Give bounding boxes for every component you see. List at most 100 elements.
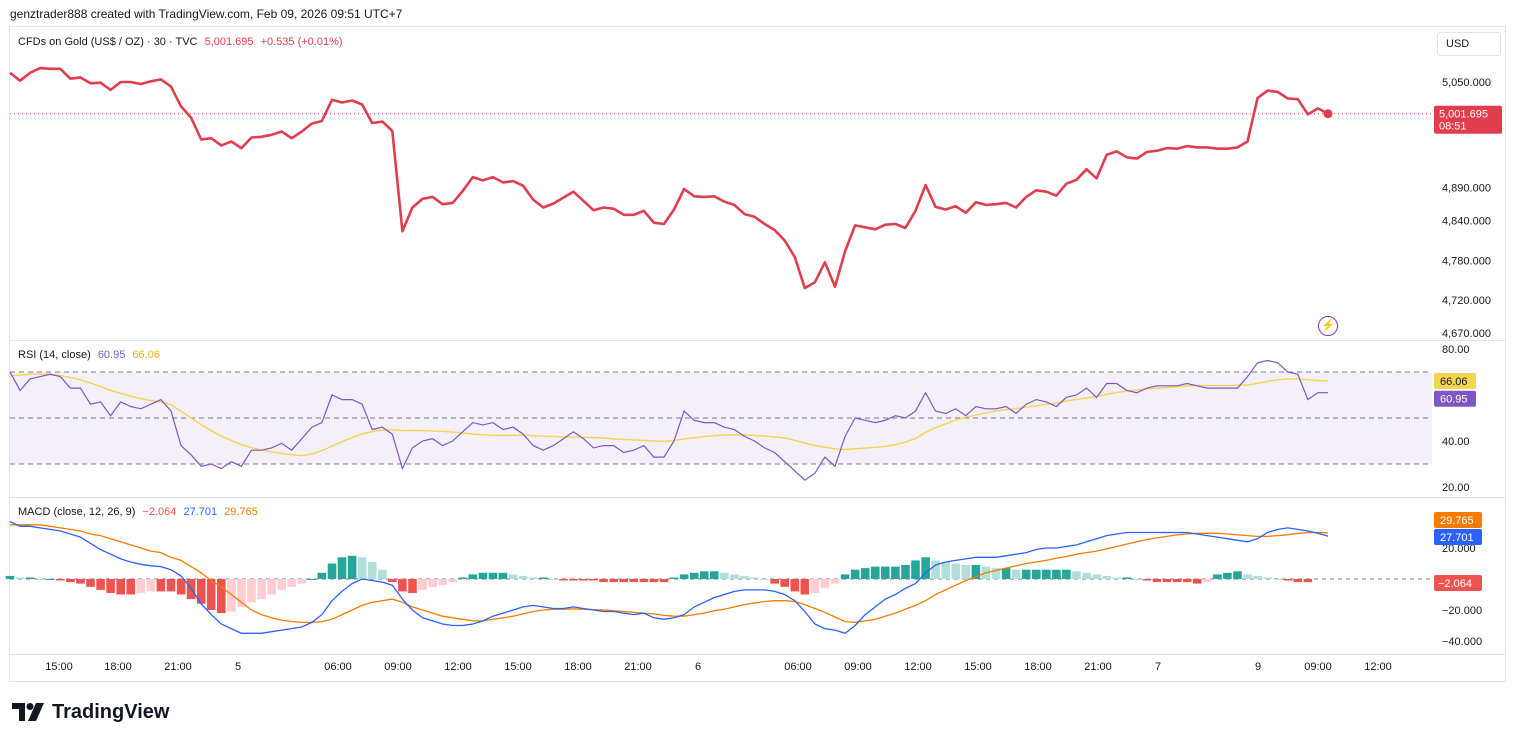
macd-hist-bar <box>740 575 749 579</box>
macd-hist-bar <box>5 575 15 579</box>
macd-hist-bar <box>247 579 256 603</box>
macd-hist-bar <box>307 579 317 580</box>
rsi-label: RSI (14, close) <box>18 349 91 361</box>
signal-tag-value: 29.765 <box>1440 515 1474 527</box>
lightning-icon[interactable]: ⚡ <box>1318 316 1338 336</box>
macd-hist-bar <box>267 579 276 595</box>
signal-value: 29.765 <box>224 506 258 518</box>
macd-hist-bar <box>287 579 296 587</box>
macd-hist-bar <box>800 579 810 595</box>
macd-hist-bar <box>881 566 890 579</box>
time-axis-label: 06:00 <box>784 661 812 673</box>
tradingview-logo-icon <box>12 703 44 721</box>
macd-hist-bar <box>1192 579 1202 584</box>
macd-hist-bar <box>810 579 820 593</box>
time-axis-label: 15:00 <box>504 661 532 673</box>
signal-tag <box>1434 512 1482 528</box>
macd-hist-bar <box>860 568 870 579</box>
macd-hist-bar <box>901 565 910 579</box>
macd-hist-bar <box>448 579 457 583</box>
time-axis-label: 12:00 <box>444 661 472 673</box>
macd-hist-bar <box>257 579 266 600</box>
macd-hist-bar <box>106 579 115 593</box>
time-axis-label: 21:00 <box>624 661 652 673</box>
macd-hist-bar <box>649 579 659 583</box>
macd-hist-bar <box>1223 572 1232 579</box>
macd-hist-bar <box>1021 569 1031 579</box>
rsi-ma-value: 66.06 <box>132 349 160 361</box>
macd-hist-bar <box>1253 575 1262 579</box>
rsi-ma-line <box>9 373 1329 457</box>
macd-hist-bar <box>1213 574 1222 579</box>
macd-hist-bar <box>941 562 950 579</box>
macd-hist-bar <box>1303 579 1313 583</box>
macd-hist-bar <box>176 579 186 595</box>
macd-hist-bar <box>1172 579 1182 583</box>
macd-hist-bar <box>96 579 105 590</box>
rsi-axis-label: 80.00 <box>1442 344 1470 356</box>
macd-hist-bar <box>589 579 598 581</box>
macd-hist-bar <box>1011 569 1021 579</box>
macd-hist-bar <box>1233 571 1242 580</box>
macd-hist-bar <box>317 572 327 579</box>
macd-hist-bar <box>1102 575 1111 579</box>
rsi-line <box>9 359 1328 481</box>
macd-hist-bar <box>1092 574 1101 579</box>
macd-hist-bar <box>1283 579 1293 581</box>
time-axis-label: 21:00 <box>1084 661 1112 673</box>
macd-hist-bar <box>679 574 689 579</box>
macd-hist-bar <box>337 557 347 579</box>
macd-hist-bar <box>518 575 528 579</box>
macd-hist-bar <box>56 579 65 581</box>
macd-hist-bar <box>217 579 226 614</box>
macd-hist-bar <box>689 572 699 579</box>
macd-hist-bar <box>619 579 628 583</box>
symbol-label: CFDs on Gold (US$ / OZ) · 30 · TVC <box>18 36 198 48</box>
macd-hist-bar <box>951 563 961 579</box>
price-axis-label: 4,670.000 <box>1442 328 1491 340</box>
macd-axis-label: 20.000 <box>1442 543 1476 555</box>
macd-hist-bar <box>1062 569 1071 579</box>
macd-hist-bar <box>1263 577 1272 579</box>
macd-hist-bar <box>388 579 397 583</box>
time-axis-label: 12:00 <box>1364 661 1392 673</box>
time-axis-label: 15:00 <box>964 661 992 673</box>
macd-hist-bar <box>629 579 639 583</box>
rsi-ma-tag <box>1434 373 1476 390</box>
time-axis-label: 09:00 <box>844 661 872 673</box>
macd-hist-bar <box>760 579 769 580</box>
price-change: +0.535 (+0.01%) <box>260 36 343 48</box>
price-axis-label: 5,050.000 <box>1442 77 1491 89</box>
macd-hist-bar <box>790 579 800 592</box>
macd-hist-bar <box>35 579 45 580</box>
currency-selector[interactable]: USD <box>1437 32 1501 56</box>
macd-hist-bar <box>468 574 478 579</box>
macd-hist-bar <box>1072 571 1081 580</box>
macd-hist-bar <box>116 579 125 595</box>
macd-hist-bar <box>357 557 367 579</box>
brand-name: TradingView <box>52 700 170 723</box>
macd-hist-bar <box>1182 579 1192 583</box>
macd-hist-bar <box>398 579 407 592</box>
macd-value: 27.701 <box>183 506 218 518</box>
signal-line <box>10 524 1329 624</box>
macd-hist-bar <box>367 562 377 579</box>
macd-hist-bar <box>710 571 719 580</box>
macd-hist-bar <box>1052 569 1061 579</box>
time-axis-label: 7 <box>1155 661 1161 673</box>
macd-hist-bar <box>428 579 437 587</box>
header-credit: genztrader888 created with TradingView.c… <box>10 7 403 21</box>
rsi-tag <box>1434 390 1476 407</box>
hist-tag-value: −2.064 <box>1438 578 1472 590</box>
macd-hist-bar <box>438 579 447 586</box>
macd-hist-bar <box>277 579 286 590</box>
chart-frame[interactable] <box>9 26 1506 682</box>
macd-hist-bar <box>347 555 357 580</box>
macd-hist-bar <box>488 572 498 579</box>
price-line <box>9 66 1329 290</box>
macd-hist-bar <box>820 579 830 589</box>
price-axis-label: 4,890.000 <box>1442 183 1491 195</box>
rsi-value: 60.95 <box>97 349 126 361</box>
macd-hist-bar <box>599 579 608 583</box>
